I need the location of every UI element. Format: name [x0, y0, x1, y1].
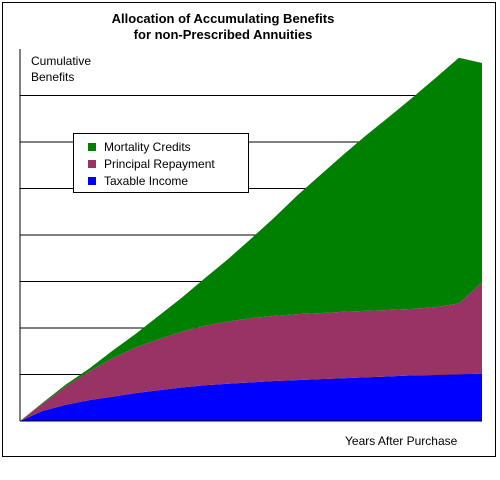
legend-item-taxable-income: Taxable Income [88, 174, 188, 188]
legend-item-principal-repayment: Principal Repayment [88, 157, 215, 171]
chart-plot-area [19, 49, 482, 422]
area-series-principal-repayment [20, 282, 482, 421]
chart-legend: Mortality Credits Principal Repayment Ta… [73, 133, 249, 193]
legend-label-mortality-credits: Mortality Credits [104, 140, 191, 154]
chart-frame: Allocation of Accumulating Benefits for … [2, 2, 496, 457]
x-axis-label: Years After Purchase [345, 434, 458, 448]
chart-subtitle: for non-Prescribed Annuities [133, 27, 313, 42]
legend-label-taxable-income: Taxable Income [104, 174, 189, 188]
legend-swatch-mortality-credits [88, 143, 96, 151]
y-axis-label-line2: Benefits [31, 70, 75, 84]
chart-title: Allocation of Accumulating Benefits [111, 11, 335, 26]
area-series-mortality-credits [20, 57, 482, 422]
legend-swatch-principal-repayment [88, 160, 96, 168]
legend-swatch-taxable-income [88, 177, 96, 185]
y-axis-label-line1: Cumulative [31, 54, 92, 68]
legend-item-mortality-credits: Mortality Credits [88, 140, 191, 154]
legend-label-principal-repayment: Principal Repayment [104, 157, 215, 171]
area-series-taxable-income [20, 373, 482, 421]
